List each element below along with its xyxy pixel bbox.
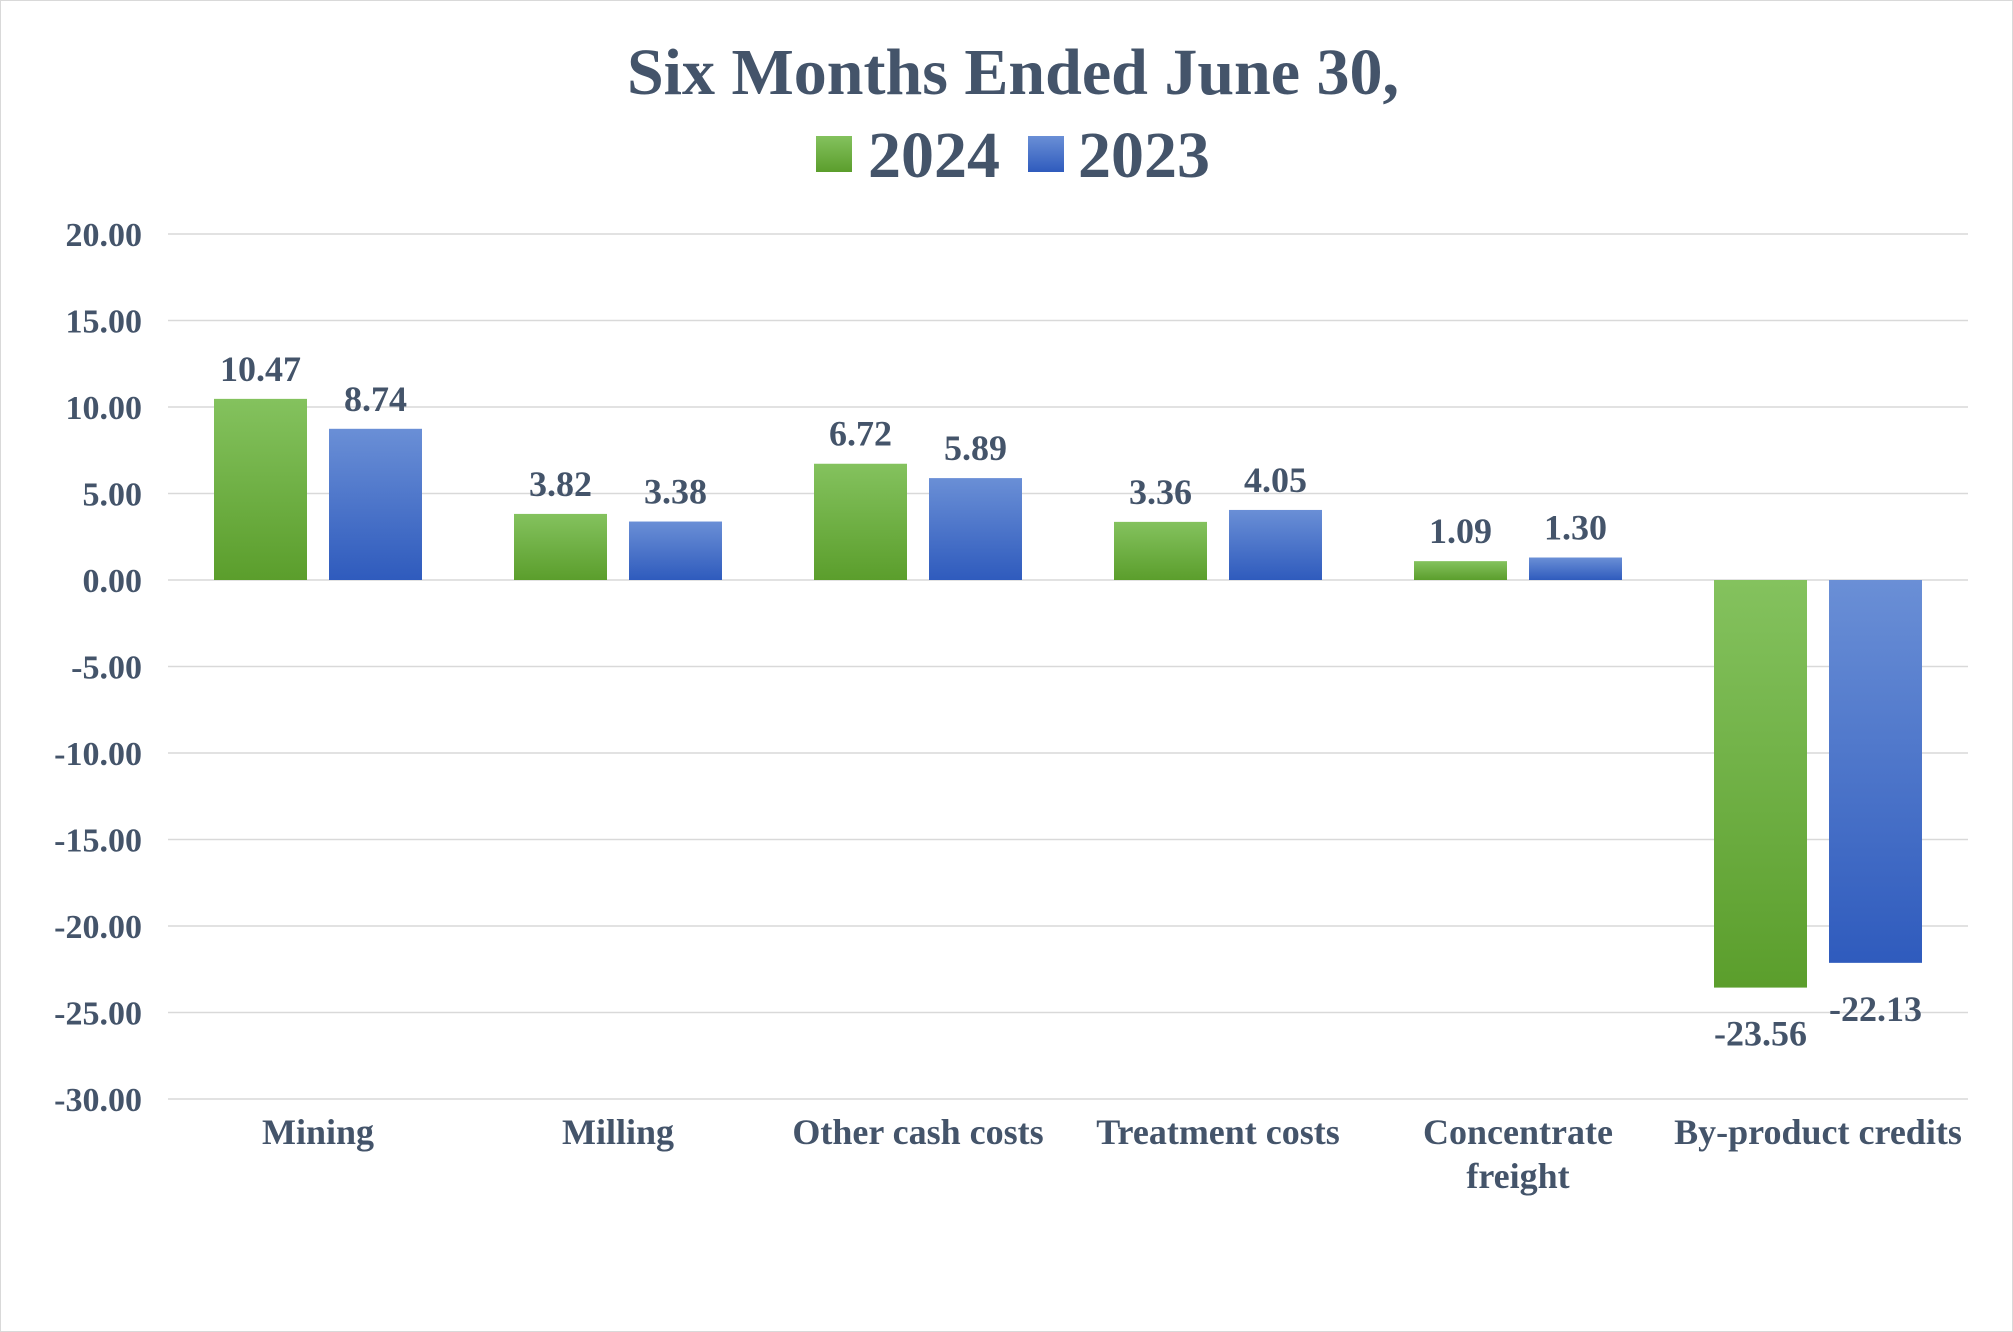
category-label: freight bbox=[1466, 1156, 1569, 1196]
data-label: 3.82 bbox=[529, 464, 592, 504]
y-tick-label: -10.00 bbox=[54, 736, 142, 773]
bar-2023-milling bbox=[629, 521, 722, 580]
data-label: 3.36 bbox=[1129, 472, 1192, 512]
y-tick-label: -25.00 bbox=[54, 996, 142, 1033]
y-tick-label: -5.00 bbox=[71, 650, 142, 687]
data-label: 10.47 bbox=[220, 349, 301, 389]
category-label: Mining bbox=[262, 1112, 374, 1152]
data-label: 4.05 bbox=[1244, 460, 1307, 500]
bar-2024-by-product-credits bbox=[1714, 580, 1807, 988]
category-label: By-product credits bbox=[1674, 1112, 1962, 1152]
category-label: Milling bbox=[562, 1112, 674, 1152]
bar-2024-concentrate-freight bbox=[1414, 561, 1507, 580]
legend-label-2023: 2023 bbox=[1078, 119, 1210, 192]
y-tick-label: 15.00 bbox=[66, 304, 143, 341]
data-label: 6.72 bbox=[829, 414, 892, 454]
legend: 2024 2023 bbox=[816, 119, 1210, 192]
legend-label-2024: 2024 bbox=[868, 119, 1000, 192]
bar-2024-milling bbox=[514, 513, 607, 580]
data-labels: 10.47 8.74 3.82 3.38 6.72 5.89 3.36 4.05 1.09 1.3… bbox=[220, 349, 1922, 1054]
bars bbox=[214, 398, 1922, 988]
data-label: 1.30 bbox=[1544, 508, 1607, 548]
bar-2023-by-product-credits bbox=[1829, 580, 1922, 963]
y-tick-label: 0.00 bbox=[83, 563, 143, 600]
data-label: -23.56 bbox=[1714, 1014, 1807, 1054]
bar-2024-mining bbox=[214, 398, 307, 580]
bar-2024-treatment-costs bbox=[1114, 521, 1207, 580]
bar-2024-other-cash-costs bbox=[814, 463, 907, 580]
x-axis: Mining Milling Other cash costs Treatment c… bbox=[262, 1112, 1962, 1196]
data-label: 3.38 bbox=[644, 472, 707, 512]
data-label: -22.13 bbox=[1829, 989, 1922, 1029]
legend-swatch-2023 bbox=[1028, 136, 1064, 172]
bar-2023-treatment-costs bbox=[1229, 509, 1322, 580]
chart-title: Six Months Ended June 30, bbox=[627, 36, 1399, 109]
y-tick-label: 10.00 bbox=[66, 390, 143, 427]
y-tick-label: 20.00 bbox=[66, 217, 143, 254]
y-axis: 20.00 15.00 10.00 5.00 0.00 -5.00 -10.00 -15.00… bbox=[54, 217, 142, 1119]
y-tick-label: 5.00 bbox=[83, 477, 143, 514]
data-label: 8.74 bbox=[344, 379, 407, 419]
data-label: 5.89 bbox=[944, 428, 1007, 468]
category-label: Concentrate bbox=[1423, 1112, 1613, 1152]
y-tick-label: -30.00 bbox=[54, 1082, 142, 1119]
bar-2023-mining bbox=[329, 428, 422, 580]
legend-swatch-2024 bbox=[816, 136, 852, 172]
category-label: Treatment costs bbox=[1096, 1112, 1340, 1152]
data-label: 1.09 bbox=[1429, 511, 1492, 551]
category-label: Other cash costs bbox=[792, 1112, 1043, 1152]
y-tick-label: -20.00 bbox=[54, 909, 142, 946]
bar-2023-other-cash-costs bbox=[929, 478, 1022, 580]
gridlines bbox=[168, 233, 1968, 1100]
y-tick-label: -15.00 bbox=[54, 823, 142, 860]
bar-2023-concentrate-freight bbox=[1529, 557, 1622, 580]
